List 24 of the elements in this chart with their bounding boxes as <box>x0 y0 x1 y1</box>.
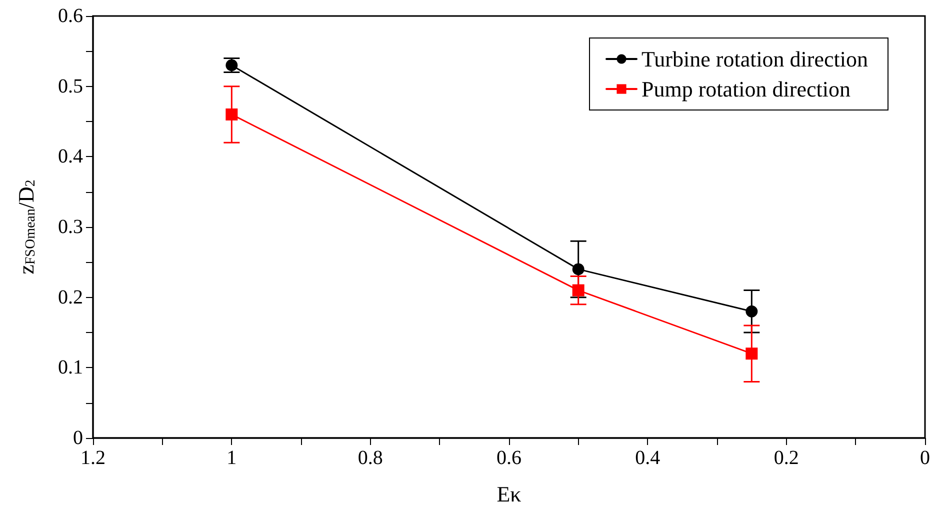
legend-label: Pump rotation direction <box>642 76 850 102</box>
x-tick-label: 0 <box>920 447 930 469</box>
x-tick-label: 0.4 <box>635 447 660 469</box>
y-tick-label: 0.6 <box>58 5 83 27</box>
y-tick-label: 0.4 <box>58 146 83 168</box>
y-tick-label: 0.3 <box>58 216 83 238</box>
point <box>572 284 584 296</box>
point <box>746 348 758 360</box>
point <box>226 108 238 120</box>
x-axis-title: Eκ <box>496 482 522 506</box>
y-tick-label: 0.2 <box>58 286 83 308</box>
x-tick-label: 1.2 <box>80 447 106 469</box>
point <box>226 59 238 72</box>
y-tick-label: 0 <box>73 427 83 449</box>
legend-label: Turbine rotation direction <box>642 46 868 72</box>
point <box>746 305 758 318</box>
x-tick-label: 1 <box>226 447 237 469</box>
x-tick-label: 0.6 <box>496 447 522 469</box>
point <box>572 263 584 276</box>
x-tick-label: 0.8 <box>358 447 383 469</box>
y-axis-title: zFSOmean/D2 <box>14 180 38 274</box>
y-tick-label: 0.5 <box>58 75 83 98</box>
x-tick-label: 0.2 <box>774 447 799 469</box>
y-tick-label: 0.1 <box>58 356 83 379</box>
